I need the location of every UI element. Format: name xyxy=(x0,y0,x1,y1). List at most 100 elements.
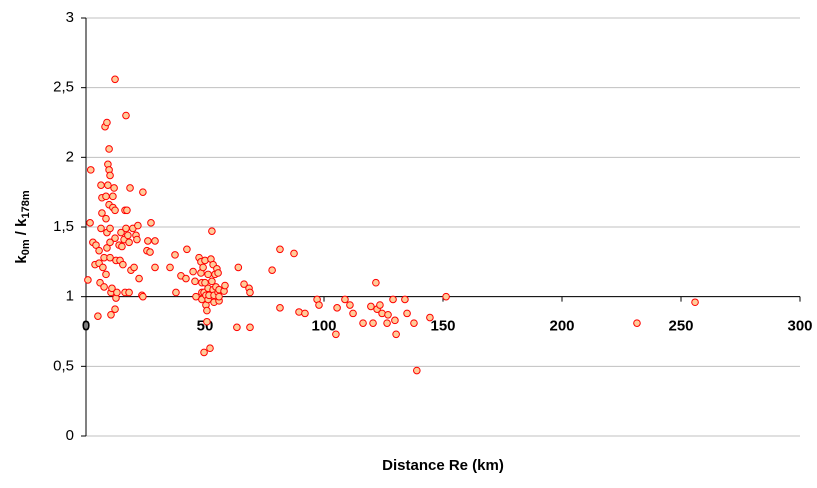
point xyxy=(122,224,130,233)
y-tick-label: 1,5 xyxy=(53,218,74,235)
point xyxy=(102,270,110,279)
point xyxy=(111,234,119,242)
point xyxy=(389,295,397,304)
point xyxy=(240,280,248,288)
point xyxy=(203,317,211,326)
point xyxy=(86,166,95,174)
point xyxy=(403,309,411,318)
point xyxy=(233,323,241,332)
point xyxy=(276,245,284,254)
y-tick-label: 1 xyxy=(66,288,74,305)
y-tick-label: 3 xyxy=(66,9,74,26)
point xyxy=(147,219,155,227)
point xyxy=(301,309,309,318)
point xyxy=(111,206,119,215)
point xyxy=(200,348,208,357)
y-tick-label: 0,5 xyxy=(53,357,74,374)
point xyxy=(410,319,418,327)
point xyxy=(234,263,243,272)
point xyxy=(111,305,119,314)
point xyxy=(349,309,357,318)
point xyxy=(201,278,209,287)
point xyxy=(401,295,409,304)
point xyxy=(372,278,380,287)
y-label-sub: 0m xyxy=(20,239,32,255)
point xyxy=(126,184,134,192)
point xyxy=(100,283,108,291)
y-tick-label: 2,5 xyxy=(53,79,74,96)
point xyxy=(367,302,375,311)
y-label-sub: 178m xyxy=(20,190,32,218)
point xyxy=(426,313,434,322)
point xyxy=(442,292,450,301)
point xyxy=(144,237,152,245)
point xyxy=(203,306,211,315)
point xyxy=(118,242,126,251)
point xyxy=(166,263,174,272)
point xyxy=(204,270,212,279)
point xyxy=(139,292,147,301)
point xyxy=(134,221,142,230)
point xyxy=(117,228,125,237)
point xyxy=(206,344,214,353)
point xyxy=(97,181,105,189)
point xyxy=(106,171,114,180)
point xyxy=(384,310,392,319)
point xyxy=(151,263,159,272)
point xyxy=(130,263,138,272)
point xyxy=(95,246,103,255)
point xyxy=(105,145,113,153)
point xyxy=(125,238,133,247)
point xyxy=(106,253,114,262)
point xyxy=(98,209,106,217)
point xyxy=(391,316,399,325)
point xyxy=(94,312,102,320)
x-tick-label: 100 xyxy=(311,318,336,335)
point xyxy=(413,366,421,375)
point xyxy=(276,304,284,312)
x-tick-label: 200 xyxy=(549,318,574,335)
y-label-part: / k xyxy=(13,218,30,240)
point xyxy=(359,319,367,327)
point xyxy=(133,235,141,244)
point xyxy=(125,288,133,297)
point xyxy=(315,301,323,309)
point xyxy=(102,214,110,223)
point xyxy=(182,274,190,283)
point xyxy=(191,277,199,286)
point xyxy=(110,184,118,192)
point xyxy=(103,118,111,127)
point xyxy=(92,241,100,249)
point xyxy=(369,319,377,327)
point xyxy=(208,277,216,286)
point xyxy=(108,284,116,293)
point xyxy=(106,224,114,233)
point xyxy=(392,330,400,339)
point xyxy=(246,288,254,297)
point xyxy=(119,260,127,269)
point xyxy=(199,263,207,272)
point xyxy=(183,245,191,254)
point xyxy=(208,227,216,235)
point xyxy=(332,330,340,339)
point xyxy=(221,281,229,290)
y-axis-label: k0m / k178m xyxy=(13,190,32,263)
x-tick-label: 300 xyxy=(787,318,812,335)
point xyxy=(268,266,276,274)
point xyxy=(113,288,121,297)
point xyxy=(192,292,200,301)
y-tick-label: 2 xyxy=(66,148,74,165)
point xyxy=(103,244,111,252)
x-tick-label: 0 xyxy=(82,318,90,335)
point xyxy=(146,248,154,256)
point xyxy=(346,301,354,309)
point xyxy=(97,224,105,233)
point xyxy=(104,181,112,189)
point xyxy=(376,301,384,309)
point xyxy=(106,238,114,247)
point xyxy=(111,75,119,84)
point xyxy=(633,319,641,327)
point xyxy=(99,263,107,272)
point xyxy=(122,111,130,120)
